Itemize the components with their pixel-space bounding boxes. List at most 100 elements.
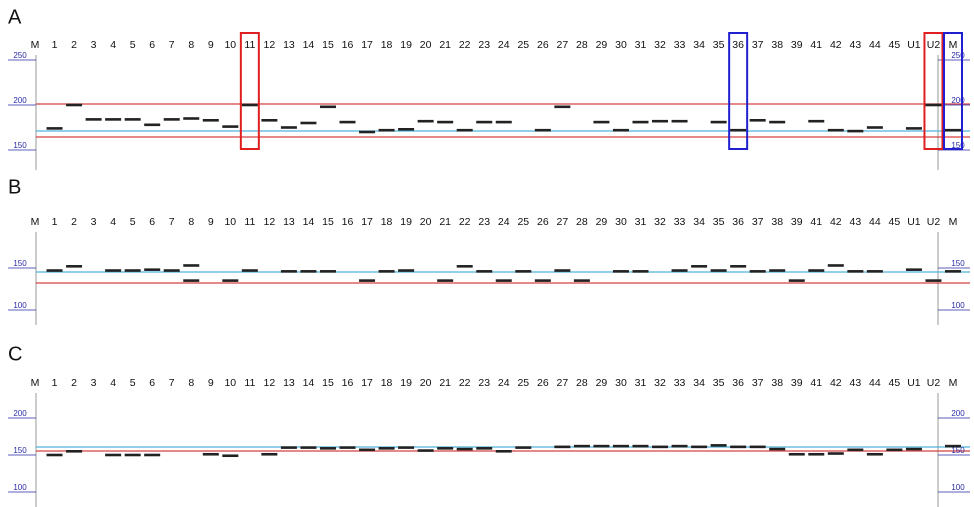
band — [535, 129, 551, 132]
band — [105, 269, 121, 272]
lane-label: 6 — [149, 216, 155, 228]
marker-label: 200 — [951, 96, 965, 105]
lane-label: 41 — [810, 377, 822, 389]
band — [496, 121, 512, 124]
band — [632, 121, 648, 124]
lane-label: 19 — [400, 39, 412, 51]
band — [261, 119, 277, 122]
lane-label: 20 — [420, 39, 432, 51]
band — [906, 268, 922, 271]
band — [867, 126, 883, 129]
band — [125, 118, 141, 121]
lane-label: 12 — [264, 216, 276, 228]
lane-label: 44 — [869, 39, 881, 51]
lane-label: 41 — [810, 216, 822, 228]
lane-label: 42 — [830, 216, 842, 228]
band — [613, 445, 629, 448]
lane-label: 26 — [537, 377, 549, 389]
band — [105, 454, 121, 457]
lane-label: 23 — [478, 377, 490, 389]
band — [632, 270, 648, 273]
lane-label: 37 — [752, 39, 764, 51]
lane-label: 30 — [615, 216, 627, 228]
lane-label: 30 — [615, 377, 627, 389]
lane-label: 18 — [381, 216, 393, 228]
band — [925, 104, 941, 107]
band — [691, 265, 707, 268]
lane-label: 35 — [713, 39, 725, 51]
lane-label: 10 — [224, 377, 236, 389]
lane-label: 34 — [693, 39, 705, 51]
lane-label: 21 — [439, 39, 451, 51]
lane-label: 26 — [537, 216, 549, 228]
band — [340, 121, 356, 124]
band — [300, 270, 316, 273]
band — [750, 446, 766, 449]
band — [828, 452, 844, 455]
lane-label: 32 — [654, 39, 666, 51]
lane-label: 5 — [130, 216, 136, 228]
lane-label: 23 — [478, 39, 490, 51]
lane-label: U2 — [927, 39, 941, 51]
band — [886, 449, 902, 452]
band — [574, 279, 590, 282]
band — [379, 270, 395, 273]
lane-label: 29 — [596, 216, 608, 228]
marker-label: 200 — [13, 409, 27, 418]
marker-label: 100 — [13, 301, 27, 310]
marker-label: 150 — [13, 446, 27, 455]
band — [281, 446, 297, 449]
lane-label: 32 — [654, 216, 666, 228]
lane-label: 6 — [149, 377, 155, 389]
lane-label: 35 — [713, 216, 725, 228]
band — [66, 104, 82, 107]
lane-label: M — [949, 39, 958, 51]
lane-label: 16 — [342, 216, 354, 228]
marker-label: 100 — [13, 483, 27, 492]
band — [320, 270, 336, 273]
lane-label: 27 — [557, 39, 569, 51]
band — [222, 125, 238, 128]
band — [711, 121, 727, 124]
lane-label: 17 — [361, 377, 373, 389]
lane-label: 5 — [130, 39, 136, 51]
band — [789, 453, 805, 456]
band — [906, 127, 922, 130]
lane-label: 13 — [283, 377, 295, 389]
band — [320, 447, 336, 450]
band — [66, 450, 82, 453]
lane-label: 28 — [576, 39, 588, 51]
lane-label: 37 — [752, 216, 764, 228]
lane-label: U2 — [927, 216, 941, 228]
band — [847, 130, 863, 133]
panel-label: B — [8, 176, 21, 198]
lane-label: 33 — [674, 216, 686, 228]
band — [711, 269, 727, 272]
marker-label: 150 — [13, 259, 27, 268]
lane-label: 36 — [732, 216, 744, 228]
band — [808, 453, 824, 456]
lane-label: 21 — [439, 216, 451, 228]
lane-label: 1 — [52, 216, 58, 228]
band — [574, 445, 590, 448]
lane-label: 11 — [244, 39, 255, 51]
lane-label: 42 — [830, 39, 842, 51]
band — [867, 453, 883, 456]
lane-label: 20 — [420, 216, 432, 228]
band — [66, 265, 82, 268]
marker-label: 250 — [951, 51, 965, 60]
band — [398, 446, 414, 449]
lane-label: 14 — [303, 216, 315, 228]
band — [828, 129, 844, 132]
lane-label: 16 — [342, 377, 354, 389]
lane-label: 15 — [322, 39, 334, 51]
lane-label: 20 — [420, 377, 432, 389]
panel-label: C — [8, 343, 22, 365]
band — [437, 279, 453, 282]
panel-label: A — [8, 6, 22, 28]
lane-label: 7 — [169, 377, 175, 389]
lane-label: 28 — [576, 216, 588, 228]
band — [164, 269, 180, 272]
lane-label: 34 — [693, 377, 705, 389]
band — [808, 269, 824, 272]
